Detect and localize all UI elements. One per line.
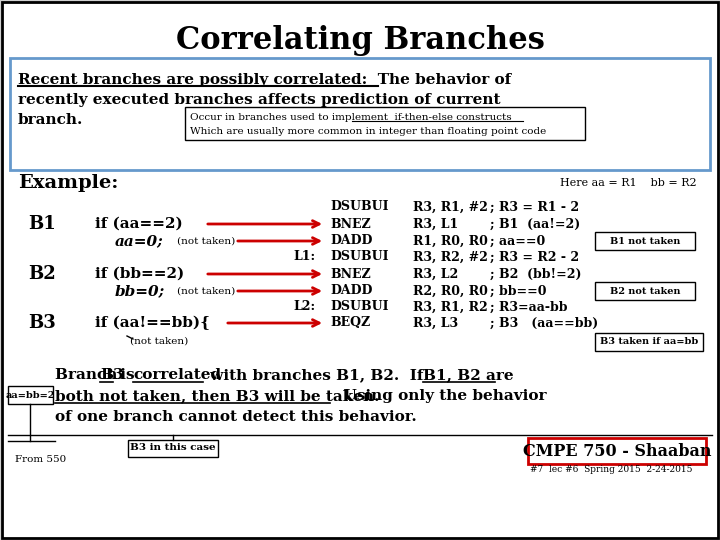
Text: ; bb==0: ; bb==0: [490, 285, 546, 298]
Text: recently executed branches affects prediction of current: recently executed branches affects predi…: [18, 93, 500, 107]
Text: bb=0;: bb=0;: [115, 284, 166, 298]
Text: Here aa = R1    bb = R2: Here aa = R1 bb = R2: [560, 178, 697, 188]
Text: B1: B1: [28, 215, 55, 233]
Text: ; R3 = R2 - 2: ; R3 = R2 - 2: [490, 251, 579, 264]
Text: DSUBUI: DSUBUI: [330, 300, 389, 314]
Text: B1, B2 are: B1, B2 are: [423, 368, 513, 382]
Text: B2 not taken: B2 not taken: [610, 287, 680, 295]
Bar: [128, 440, 218, 457]
Text: Example:: Example:: [18, 174, 118, 192]
Text: Recent branches are possibly correlated:  The behavior of: Recent branches are possibly correlated:…: [18, 73, 511, 87]
Text: R3, R2, #2: R3, R2, #2: [413, 251, 488, 264]
Text: R1, R0, R0: R1, R0, R0: [413, 234, 488, 247]
Text: B3 taken if aa=bb: B3 taken if aa=bb: [600, 338, 698, 347]
Text: B3 in this case: B3 in this case: [130, 443, 216, 453]
Text: BNEZ: BNEZ: [330, 218, 371, 231]
Bar: [595, 282, 695, 300]
Text: (not taken): (not taken): [177, 237, 235, 246]
Text: is: is: [115, 368, 140, 382]
Text: correlated: correlated: [133, 368, 221, 382]
Text: if (aa!==bb){: if (aa!==bb){: [95, 316, 210, 330]
Bar: [595, 333, 703, 351]
Bar: [185, 107, 585, 140]
Text: L1:: L1:: [293, 251, 315, 264]
Text: DADD: DADD: [330, 234, 372, 247]
Text: L2:: L2:: [293, 300, 315, 314]
Text: Using only the behavior: Using only the behavior: [333, 389, 546, 403]
Text: ; B1  (aa!=2): ; B1 (aa!=2): [490, 218, 580, 231]
Text: #7  lec #6  Spring 2015  2-24-2015: #7 lec #6 Spring 2015 2-24-2015: [530, 465, 693, 475]
Text: branch.: branch.: [18, 113, 84, 127]
Text: B3: B3: [100, 368, 124, 382]
Text: Which are usually more common in integer than floating point code: Which are usually more common in integer…: [190, 126, 546, 136]
Text: (not taken): (not taken): [130, 336, 188, 346]
Text: aa=0;: aa=0;: [115, 234, 163, 248]
Text: B1 not taken: B1 not taken: [610, 237, 680, 246]
Text: if (aa==2): if (aa==2): [95, 217, 183, 231]
Text: DSUBUI: DSUBUI: [330, 251, 389, 264]
Text: R3, L3: R3, L3: [413, 316, 458, 329]
Text: R3, L2: R3, L2: [413, 267, 458, 280]
Text: both not taken, then B3 will be taken.: both not taken, then B3 will be taken.: [55, 389, 379, 403]
Text: (not taken): (not taken): [177, 287, 235, 295]
Text: BNEZ: BNEZ: [330, 267, 371, 280]
Text: R3, L1: R3, L1: [413, 218, 458, 231]
Text: BEQZ: BEQZ: [330, 316, 370, 329]
Text: ; R3=aa-bb: ; R3=aa-bb: [490, 300, 567, 314]
Text: if (bb==2): if (bb==2): [95, 267, 184, 281]
Bar: [10, 58, 710, 170]
Text: ; B2  (bb!=2): ; B2 (bb!=2): [490, 267, 582, 280]
Text: aa=bb=2: aa=bb=2: [5, 392, 55, 401]
Text: of one branch cannot detect this behavior.: of one branch cannot detect this behavio…: [55, 410, 417, 424]
Text: Correlating Branches: Correlating Branches: [176, 24, 544, 56]
Text: B2: B2: [28, 265, 55, 283]
Bar: [528, 438, 706, 464]
Text: From 550: From 550: [15, 456, 66, 464]
Text: DADD: DADD: [330, 285, 372, 298]
Text: with branches B1, B2.  If: with branches B1, B2. If: [205, 368, 428, 382]
Text: R3, R1, #2: R3, R1, #2: [413, 200, 488, 213]
Bar: [8, 386, 53, 404]
Text: R2, R0, R0: R2, R0, R0: [413, 285, 488, 298]
Text: Occur in branches used to implement  if-then-else constructs: Occur in branches used to implement if-t…: [190, 113, 512, 123]
Text: DSUBUI: DSUBUI: [330, 200, 389, 213]
Text: B3: B3: [28, 314, 55, 332]
Text: ; B3   (aa==bb): ; B3 (aa==bb): [490, 316, 598, 329]
Text: R3, R1, R2: R3, R1, R2: [413, 300, 487, 314]
Text: Branch: Branch: [55, 368, 122, 382]
Bar: [595, 232, 695, 250]
Text: ; aa==0: ; aa==0: [490, 234, 545, 247]
Text: CMPE 750 - Shaaban: CMPE 750 - Shaaban: [523, 442, 711, 460]
Text: ; R3 = R1 - 2: ; R3 = R1 - 2: [490, 200, 579, 213]
